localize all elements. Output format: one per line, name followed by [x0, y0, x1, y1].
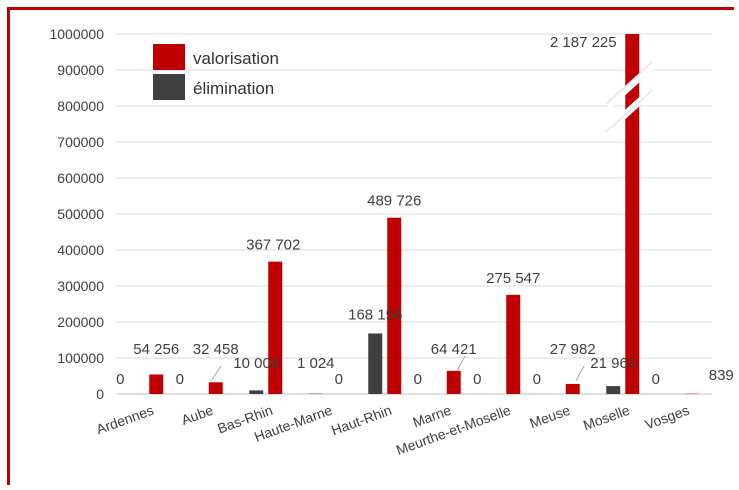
data-label-elimination: 168 156 [348, 306, 402, 323]
y-tick-label: 500000 [57, 206, 104, 222]
bar-valorisation [506, 294, 521, 394]
bar-valorisation [149, 374, 164, 394]
x-category-label: Ardennes [94, 402, 156, 438]
legend-label: élimination [193, 79, 274, 98]
label-leader-line [456, 355, 466, 372]
data-label-valorisation: 489 726 [367, 193, 421, 210]
x-category-label: Meurthe-et-Moselle [394, 402, 513, 458]
label-leader-line [575, 365, 585, 382]
y-tick-label: 900000 [57, 62, 104, 78]
axis-break-mark [605, 61, 657, 109]
bar-valorisation [208, 382, 223, 394]
bar-elimination [606, 386, 621, 394]
data-label-valorisation: 275 547 [486, 270, 540, 287]
axis-break-edge [605, 61, 653, 105]
bar-elimination [368, 333, 383, 394]
y-tick-label: 300000 [57, 278, 104, 294]
data-label-valorisation: 64 421 [431, 341, 477, 358]
legend-swatch [153, 74, 185, 100]
data-label-valorisation: 839 [709, 367, 734, 384]
data-label-valorisation: 0 [335, 371, 343, 388]
bar-valorisation [387, 217, 402, 394]
bar-valorisation [625, 34, 640, 394]
data-label-elimination: 0 [533, 371, 541, 388]
x-category-label: Haut-Rhin [329, 402, 394, 439]
x-category-label: Aube [179, 402, 215, 428]
data-label-elimination: 0 [414, 371, 422, 388]
legend-swatch [153, 44, 185, 70]
bar-elimination [249, 390, 264, 394]
y-tick-label: 100000 [57, 350, 104, 366]
data-label-valorisation: 2 187 225 [550, 34, 617, 51]
x-category-label: Vosges [643, 402, 692, 433]
data-label-elimination: 0 [116, 371, 124, 388]
data-label-elimination: 21 965 [590, 355, 636, 372]
axis-break-edge [605, 89, 653, 133]
y-tick-label: 800000 [57, 98, 104, 114]
data-label-valorisation: 32 458 [193, 341, 239, 358]
bar-valorisation [268, 261, 283, 394]
chart-frame [7, 7, 734, 485]
data-label-elimination: 0 [473, 371, 481, 388]
bar-valorisation [446, 370, 461, 394]
data-label-elimination: 10 006 [233, 355, 279, 372]
x-category-label: Meuse [527, 402, 572, 431]
data-label-valorisation: 54 256 [133, 341, 179, 358]
y-tick-label: 200000 [57, 314, 104, 330]
data-label-valorisation: 367 702 [246, 237, 300, 254]
data-label-elimination: 0 [652, 371, 660, 388]
y-tick-label: 1000000 [49, 26, 104, 42]
y-tick-label: 600000 [57, 170, 104, 186]
legend-label: valorisation [193, 49, 279, 68]
x-category-label: Moselle [581, 402, 632, 434]
y-tick-label: 0 [96, 386, 104, 402]
bar-valorisation [565, 383, 580, 394]
data-label-elimination: 0 [176, 371, 184, 388]
data-label-elimination: 1 024 [297, 355, 335, 372]
y-tick-label: 400000 [57, 242, 104, 258]
label-leader-line [210, 365, 222, 382]
y-tick-label: 700000 [57, 134, 104, 150]
data-label-valorisation: 27 982 [550, 341, 596, 358]
